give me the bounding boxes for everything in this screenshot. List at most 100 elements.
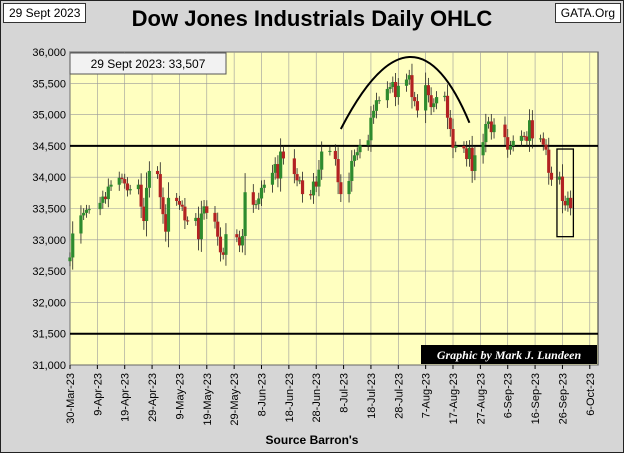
ohlc-bar [522, 131, 526, 141]
ohlc-body-down [525, 136, 529, 141]
ohlc-bar [259, 180, 264, 206]
ohlc-bar [254, 200, 258, 209]
ohlc-bar [106, 178, 110, 208]
credit-label: Graphic by Mark J. Lundeen [437, 348, 582, 362]
ohlc-body-down [569, 197, 573, 209]
ohlc-body-up [467, 147, 472, 160]
ohlc-bar [569, 190, 573, 216]
ohlc-bar [506, 128, 510, 158]
ohlc-bar [566, 191, 570, 212]
date-label: 29 Sept 2023 [3, 3, 87, 23]
ohlc-bar [279, 138, 283, 192]
ohlc-bar [196, 206, 201, 251]
ohlc-body-down [196, 217, 201, 240]
x-axis-ticks: 30-Mar-23 9-Apr-23 19-Apr-23 29-Apr-23 9-May… [65, 365, 597, 426]
ohlc-bar [98, 196, 102, 216]
ohlc-bar [213, 206, 217, 229]
ohlc-body-up [257, 198, 261, 205]
ohlc-bar [262, 179, 266, 193]
ohlc-bar [508, 140, 513, 155]
ohlc-body-up [202, 206, 206, 214]
ohlc-body-up [298, 180, 302, 182]
ohlc-bar [486, 116, 491, 129]
ohlc-bar [202, 200, 206, 220]
ohlc-bar [541, 132, 545, 151]
ohlc-bar [205, 200, 209, 219]
ohlc-bar [549, 166, 554, 186]
ohlc-body-down [451, 128, 455, 148]
ohlc-bar [544, 139, 548, 156]
ohlc-bar [155, 166, 160, 179]
x-tick-label: 17-Aug-23 [448, 373, 460, 424]
ohlc-body-up [147, 170, 151, 188]
chart-title: Dow Jones Industrials Daily OHLC [131, 6, 493, 31]
x-tick-label: 28-Jul-23 [393, 373, 405, 419]
ohlc-bar [68, 252, 72, 267]
ohlc-bar [404, 73, 409, 92]
y-tick-label: 34,000 [32, 172, 66, 184]
ohlc-bar [347, 172, 351, 203]
y-tick-label: 31,500 [32, 329, 66, 341]
ohlc-body-down [563, 200, 567, 206]
ohlc-body-down [530, 120, 534, 139]
x-tick-label: 8-Jul-23 [339, 373, 351, 413]
ohlc-bar [470, 135, 474, 183]
ohlc-body-up [350, 160, 354, 181]
ohlc-bar [388, 82, 392, 94]
ohlc-bar [413, 91, 417, 107]
ohlc-body-down [410, 75, 414, 98]
x-tick-label: 18-Jul-23 [366, 373, 378, 419]
ohlc-body-down [158, 174, 162, 198]
ohlc-bar [194, 213, 198, 226]
ohlc-bar [320, 141, 324, 180]
ohlc-body-up [538, 138, 543, 140]
ohlc-bar [377, 96, 381, 104]
source-label: Source Barron's [265, 433, 359, 447]
ohlc-bar [369, 106, 373, 152]
ohlc-body-down [221, 252, 225, 255]
ohlc-bar [385, 81, 389, 108]
ohlc-body-up [270, 172, 275, 185]
ohlc-bar [350, 150, 354, 192]
x-tick-label: 27-Aug-23 [475, 373, 487, 424]
ohlc-bar [415, 94, 420, 118]
ohlc-bar [298, 176, 302, 185]
ohlc-body-down [238, 237, 242, 246]
y-tick-label: 35,000 [32, 110, 66, 122]
ohlc-bar [465, 140, 469, 167]
ohlc-body-up [355, 152, 359, 156]
ohlc-body-up [454, 145, 458, 148]
ohlc-bar [454, 141, 458, 153]
ohlc-body-up [511, 140, 515, 146]
ohlc-body-up [106, 186, 110, 200]
ohlc-body-up [369, 117, 373, 141]
x-tick-label: 8-Jun-23 [257, 373, 269, 416]
ohlc-body-up [82, 212, 86, 216]
ohlc-body-down [123, 179, 127, 184]
ohlc-bar [309, 189, 313, 200]
ohlc-body-up [194, 217, 198, 222]
ohlc-bar [372, 104, 376, 124]
ohlc-body-down [547, 149, 551, 173]
ohlc-bar [432, 98, 436, 113]
ohlc-body-up [388, 87, 392, 89]
ohlc-bar [300, 171, 305, 203]
ohlc-body-up [317, 169, 321, 187]
ohlc-bar [560, 164, 565, 214]
ohlc-body-down [429, 95, 433, 108]
ohlc-bar [251, 184, 255, 213]
ohlc-body-up [311, 181, 316, 196]
ohlc-body-down [413, 97, 417, 102]
ohlc-bar [270, 164, 275, 193]
ohlc-bars [68, 63, 573, 270]
ohlc-body-down [142, 206, 146, 222]
ohlc-body-down [448, 117, 452, 129]
ohlc-body-up [243, 192, 247, 237]
ohlc-body-down [164, 214, 168, 232]
ohlc-body-down [103, 196, 108, 200]
x-tick-label: 6-Sep-23 [503, 373, 515, 418]
ohlc-body-up [199, 213, 203, 240]
credit-badge [421, 345, 597, 364]
x-tick-label: 30-Mar-23 [65, 373, 77, 424]
ohlc-body-down [292, 158, 296, 175]
